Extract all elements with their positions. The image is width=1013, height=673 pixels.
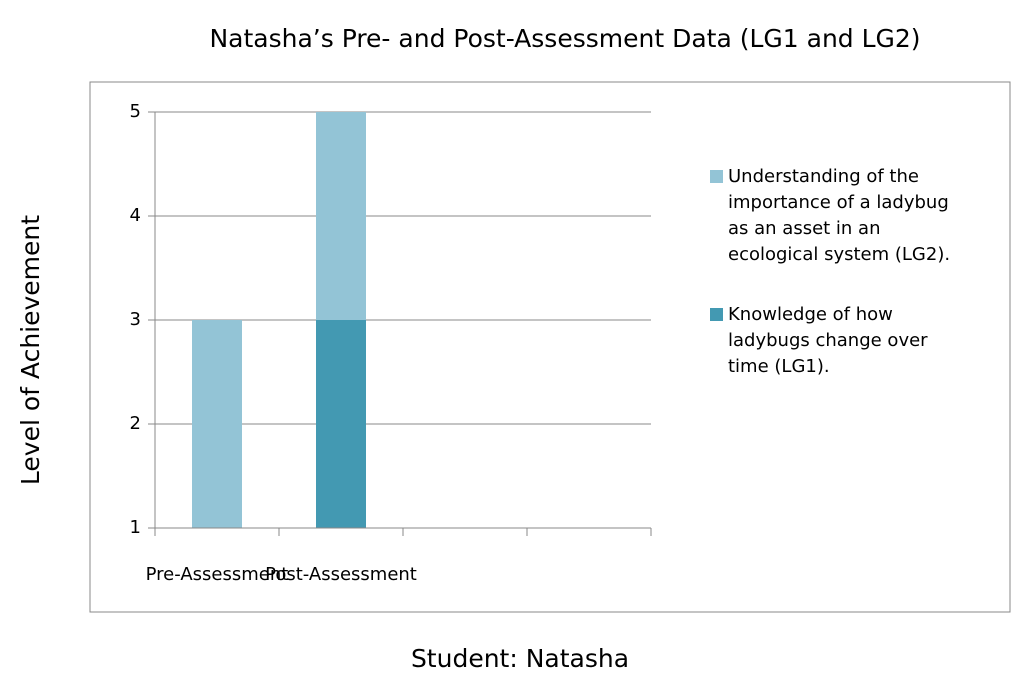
bar-segment xyxy=(316,320,366,528)
legend-swatch xyxy=(710,170,723,183)
bar-segment xyxy=(316,112,366,320)
bar-segment xyxy=(192,320,242,528)
x-axis-title: Student: Natasha xyxy=(411,644,629,673)
y-tick-label: 2 xyxy=(130,413,141,434)
y-tick-label: 3 xyxy=(130,309,141,330)
y-tick-label: 4 xyxy=(130,205,141,226)
legend-label: Knowledge of how ladybugs change over time… xyxy=(728,304,928,377)
chart-title: Natasha’s Pre- and Post-Assessment Data … xyxy=(209,24,920,53)
chart-frame xyxy=(89,81,1011,613)
legend-label: Understanding of the importance of a lady… xyxy=(728,166,950,265)
x-tick-label: Pre-Assessment xyxy=(146,564,289,585)
x-tick-label: Post-Assessment xyxy=(265,564,417,585)
y-tick-label: 5 xyxy=(130,101,141,122)
legend-swatch xyxy=(710,308,723,321)
y-axis-title: Level of Achievement xyxy=(16,215,45,485)
y-tick-label: 1 xyxy=(130,517,141,538)
